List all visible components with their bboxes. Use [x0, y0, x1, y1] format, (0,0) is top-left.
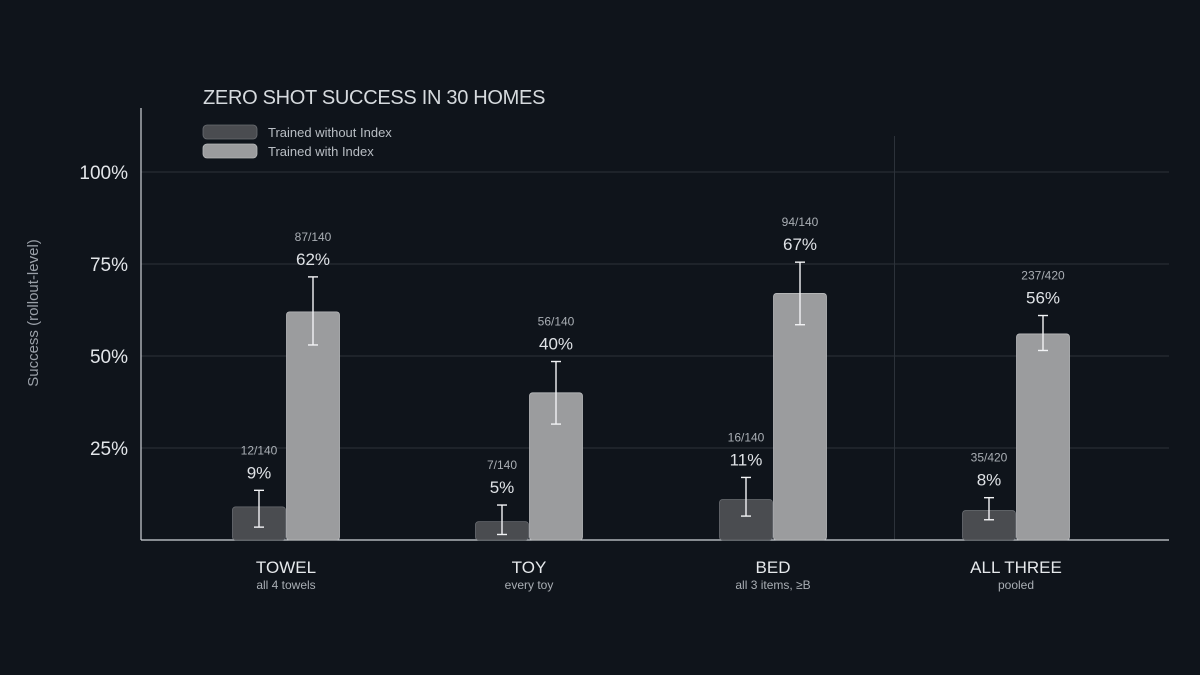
- error-bar-with-index-1: [551, 360, 561, 425]
- category-subtitle-3: pooled: [998, 578, 1034, 592]
- count-label-with-index-0: 87/140: [295, 230, 332, 244]
- bar-with-index-2: [773, 293, 827, 541]
- count-label-without-index-1: 7/140: [487, 458, 517, 472]
- category-label-1: TOY: [512, 558, 547, 577]
- error-bar-with-index-2: [795, 261, 805, 326]
- legend-label-with-index: Trained with Index: [268, 144, 374, 159]
- value-label-without-index-0: 9%: [247, 463, 272, 482]
- y-tick-labels: 25% 50% 75% 100%: [79, 163, 128, 460]
- category-subtitle-2: all 3 items, ≥B: [735, 578, 810, 592]
- error-bar-with-index-0: [308, 276, 318, 346]
- y-axis-label: Success (rollout-level): [25, 239, 42, 387]
- error-bar-with-index-3: [1038, 314, 1048, 352]
- count-label-with-index-3: 237/420: [1021, 269, 1065, 283]
- value-label-without-index-2: 11%: [730, 450, 763, 469]
- error-bar-without-index-2: [741, 476, 751, 517]
- y-tick-label-25: 25%: [90, 439, 128, 460]
- count-label-without-index-0: 12/140: [241, 443, 278, 457]
- category-subtitle-1: every toy: [505, 578, 554, 592]
- error-bar-without-index-1: [497, 504, 507, 536]
- value-label-without-index-1: 5%: [490, 478, 515, 497]
- bars: [232, 261, 1070, 541]
- value-label-with-index-1: 40%: [539, 335, 573, 354]
- bar-with-index-3: [1016, 333, 1070, 541]
- count-label-without-index-3: 35/420: [971, 451, 1008, 465]
- legend-swatch-without-index: [202, 124, 258, 140]
- legend-label-without-index: Trained without Index: [268, 125, 392, 140]
- y-tick-label-75: 75%: [90, 255, 128, 276]
- bar-with-index-0: [286, 311, 340, 541]
- category-subtitle-0: all 4 towels: [256, 578, 315, 592]
- legend: Trained without Index Trained with Index: [202, 124, 392, 159]
- bar-labels: 9% 12/140 62% 87/140 5% 7/140 40% 56/140 11% 16/1…: [241, 215, 1065, 497]
- y-tick-label-100: 100%: [79, 163, 128, 184]
- value-label-with-index-3: 56%: [1026, 289, 1060, 308]
- count-label-with-index-2: 94/140: [782, 215, 819, 229]
- error-bar-without-index-3: [984, 496, 994, 521]
- legend-swatch-with-index: [202, 143, 258, 159]
- chart-title: ZERO SHOT SUCCESS IN 30 HOMES: [203, 87, 545, 109]
- value-label-with-index-2: 67%: [783, 235, 817, 254]
- category-label-2: BED: [756, 558, 791, 577]
- count-label-with-index-1: 56/140: [538, 315, 575, 329]
- error-bar-without-index-0: [254, 489, 264, 528]
- y-tick-label-50: 50%: [90, 347, 128, 368]
- value-label-without-index-3: 8%: [977, 471, 1002, 490]
- value-label-with-index-0: 62%: [296, 250, 330, 269]
- count-label-without-index-2: 16/140: [728, 430, 765, 444]
- category-label-0: TOWEL: [256, 558, 316, 577]
- category-label-3: ALL THREE: [970, 558, 1062, 577]
